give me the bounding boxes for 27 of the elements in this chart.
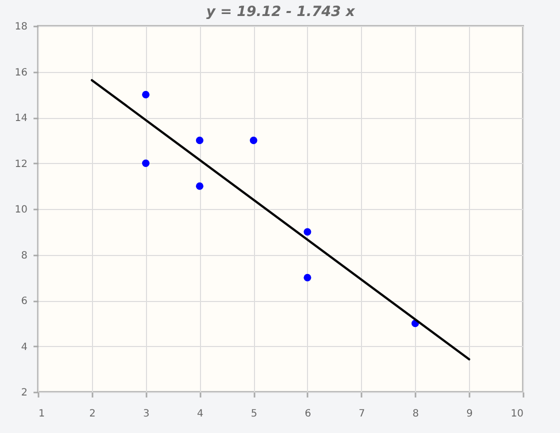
point bbox=[304, 274, 312, 282]
point bbox=[250, 136, 258, 144]
point bbox=[304, 228, 312, 236]
x-tick-label: 4 bbox=[196, 408, 204, 420]
x-tick-label: 3 bbox=[143, 408, 150, 420]
x-tick-label: 6 bbox=[304, 408, 312, 420]
x-tick-label: 9 bbox=[466, 408, 473, 420]
x-tick-label: 10 bbox=[510, 408, 524, 420]
y-tick-label: 10 bbox=[14, 204, 28, 216]
x-tick-label: 7 bbox=[358, 408, 366, 420]
x-tick-label: 1 bbox=[38, 408, 45, 420]
y-tick-label: 8 bbox=[21, 250, 28, 262]
point bbox=[142, 90, 150, 98]
chart-title: y = 19.12 - 1.743 x bbox=[206, 4, 356, 20]
y-tick-label: 2 bbox=[21, 388, 28, 398]
x-tick-label: 2 bbox=[89, 408, 96, 420]
x-tick-label: 8 bbox=[412, 408, 419, 420]
y-tick-label: 16 bbox=[14, 67, 28, 78]
point bbox=[196, 136, 204, 144]
y-tick-label: 4 bbox=[21, 342, 28, 353]
x-tick-label: 5 bbox=[250, 408, 258, 420]
point bbox=[142, 160, 150, 167]
point bbox=[196, 182, 204, 190]
y-tick-label: 18 bbox=[14, 22, 28, 32]
y-tick-label: 6 bbox=[21, 296, 28, 307]
y-tick-label: 14 bbox=[14, 113, 28, 124]
y-tick-label: 12 bbox=[14, 158, 28, 170]
